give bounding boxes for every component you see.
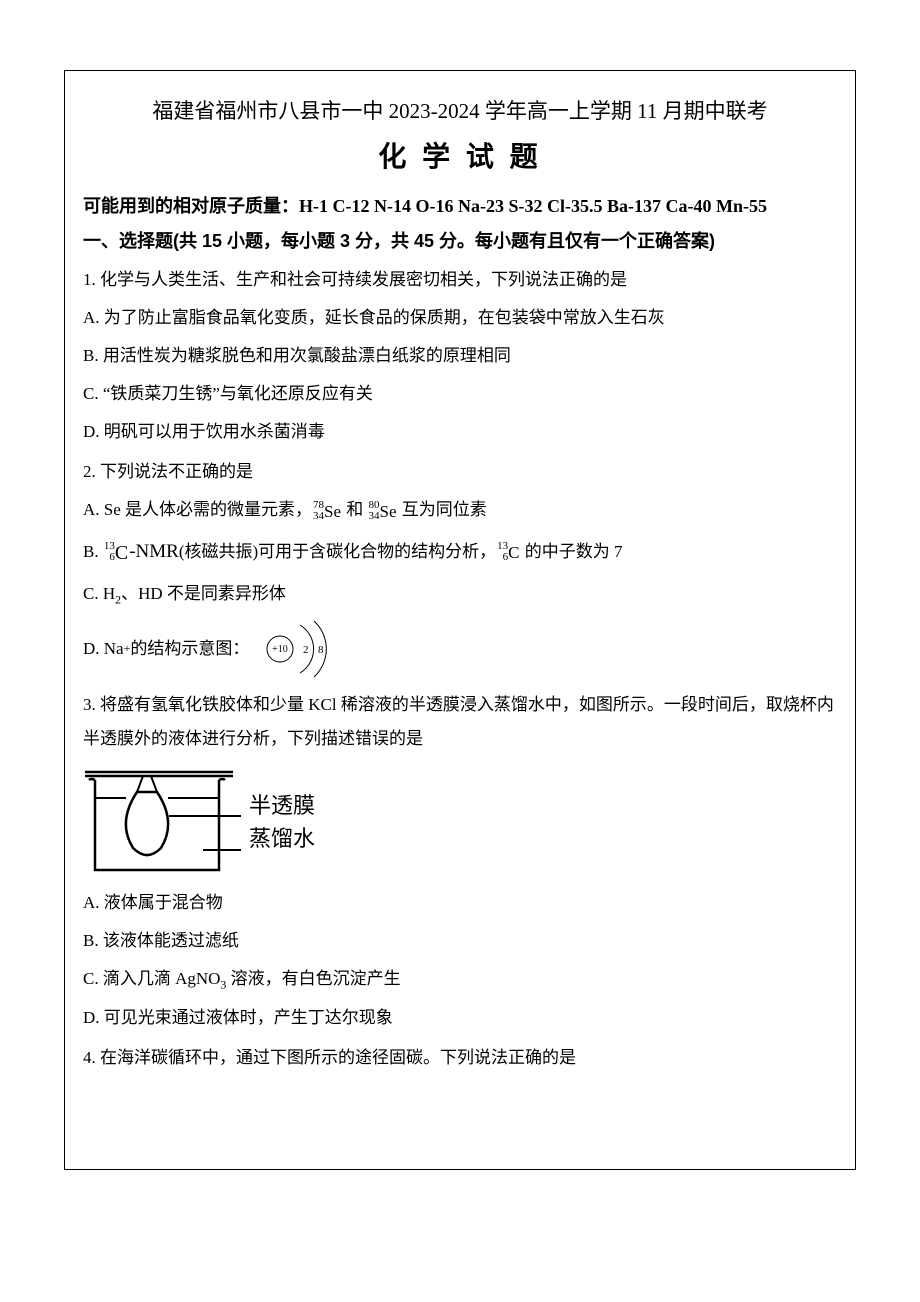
isotope-c13-1: 136C — [104, 533, 128, 573]
q2d-pre: D. Na — [83, 632, 124, 666]
shell2-label: 8 — [318, 644, 324, 656]
content-frame: 福建省福州市八县市一中 2023-2024 学年高一上学期 11 月期中联考 化… — [64, 70, 856, 1170]
q3-opt-b: B. 该液体能透过滤纸 — [83, 924, 837, 958]
q2a-pre: A. Se 是人体必需的微量元素， — [83, 500, 312, 519]
q2-opt-c: C. H2、HD 不是同素异形体 — [83, 577, 837, 612]
q2b-pre: B. — [83, 542, 103, 561]
iso-z: 6 — [497, 552, 508, 563]
q3-figure: 半透膜 蒸馏水 — [83, 762, 837, 882]
page: 福建省福州市八县市一中 2023-2024 学年高一上学期 11 月期中联考 化… — [0, 0, 920, 1302]
q2c-pre: C. H — [83, 584, 115, 603]
q2a-post: 互为同位素 — [398, 500, 487, 519]
q1-opt-c: C. “铁质菜刀生锈”与氧化还原反应有关 — [83, 377, 837, 411]
q2-opt-d: D. Na+ 的结构示意图： +10 2 8 — [83, 616, 837, 682]
q4-stem: 4. 在海洋碳循环中，通过下图所示的途径固碳。下列说法正确的是 — [83, 1041, 837, 1075]
q2d-mid: 的结构示意图： — [130, 632, 249, 666]
nmr-label: -NMR — [129, 541, 179, 562]
atomic-prefix: 可能用到的相对原子质量： — [83, 196, 299, 216]
q3-opt-a: A. 液体属于混合物 — [83, 886, 837, 920]
q3c-pre: C. 滴入几滴 AgNO — [83, 969, 220, 988]
section-1-header: 一、选择题(共 15 小题，每小题 3 分，共 45 分。每小题有且仅有一个正确… — [83, 227, 837, 253]
q2b-mid: (核磁共振)可用于含碳化合物的结构分析， — [179, 542, 496, 561]
iso-sym: Se — [324, 495, 341, 529]
q2b-post: 的中子数为 7 — [520, 542, 622, 561]
q3-opt-d: D. 可见光束通过液体时，产生丁达尔现象 — [83, 1001, 837, 1035]
isotope-c13-2: 136C — [497, 535, 519, 570]
q2-opt-b: B. 136C-NMR(核磁共振)可用于含碳化合物的结构分析，136C 的中子数… — [83, 533, 837, 573]
iso-z: 34 — [313, 511, 324, 522]
q3-opt-c: C. 滴入几滴 AgNO3 溶液，有白色沉淀产生 — [83, 962, 837, 997]
q1-opt-a: A. 为了防止富脂食品氧化变质，延长食品的保质期，在包装袋中常放入生石灰 — [83, 301, 837, 335]
q3-stem: 3. 将盛有氢氧化铁胶体和少量 KCl 稀溶液的半透膜浸入蒸馏水中，如图所示。一… — [83, 688, 837, 756]
atomic-masses: 可能用到的相对原子质量：H-1 C-12 N-14 O-16 Na-23 S-3… — [83, 189, 837, 223]
q1-opt-d: D. 明矾可以用于饮用水杀菌消毒 — [83, 415, 837, 449]
iso-sym: C — [115, 533, 128, 573]
exam-subject-title: 化 学 试 题 — [83, 135, 837, 175]
nucleus-label: +10 — [272, 644, 288, 655]
label-membrane: 半透膜 — [249, 793, 315, 818]
iso-sym: Se — [380, 495, 397, 529]
isotope-se78: 7834Se — [313, 494, 341, 529]
q2-opt-a: A. Se 是人体必需的微量元素，7834Se 和 8034Se 互为同位素 — [83, 493, 837, 529]
label-water: 蒸馏水 — [249, 826, 315, 851]
iso-z: 34 — [369, 511, 380, 522]
q2d-sup: + — [124, 637, 131, 661]
iso-sym: C — [508, 536, 519, 570]
atomic-items: H-1 C-12 N-14 O-16 Na-23 S-32 Cl-35.5 Ba… — [299, 196, 767, 216]
shell1-label: 2 — [303, 644, 309, 656]
q3c-post: 溶液，有白色沉淀产生 — [226, 969, 400, 988]
q2a-mid: 和 — [342, 500, 368, 519]
q1-opt-b: B. 用活性炭为糖浆脱色和用次氯酸盐漂白纸浆的原理相同 — [83, 339, 837, 373]
beaker-labels: 半透膜 蒸馏水 — [249, 789, 315, 855]
isotope-se80: 8034Se — [369, 494, 397, 529]
q2-stem: 2. 下列说法不正确的是 — [83, 455, 837, 489]
q1-stem: 1. 化学与人类生活、生产和社会可持续发展密切相关，下列说法正确的是 — [83, 263, 837, 297]
beaker-diagram — [83, 762, 243, 882]
exam-source-title: 福建省福州市八县市一中 2023-2024 学年高一上学期 11 月期中联考 — [83, 95, 837, 125]
sodium-ion-diagram: +10 2 8 — [256, 616, 342, 682]
q2c-post: 、HD 不是同素异形体 — [121, 584, 286, 603]
iso-z: 6 — [104, 552, 115, 563]
